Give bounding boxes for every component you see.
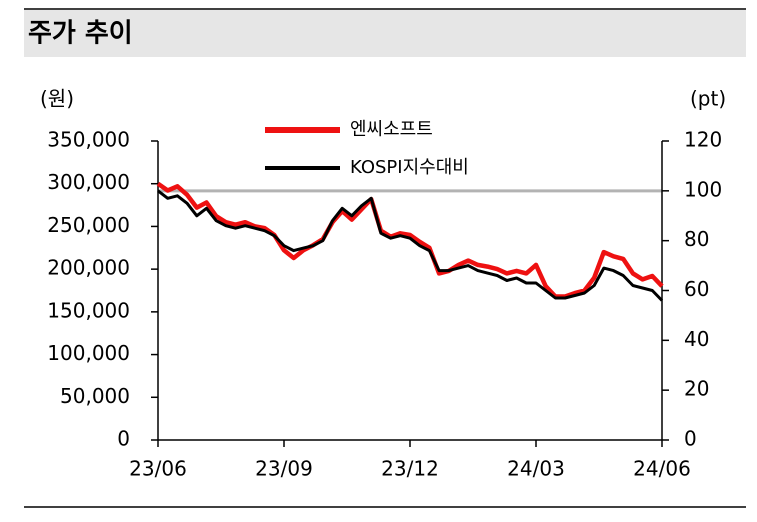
legend-label: KOSPI지수대비 <box>350 157 469 178</box>
y-tick-label: 250,000 <box>47 213 130 237</box>
y2-tick-label: 40 <box>684 327 709 351</box>
x-tick-label: 23/12 <box>381 457 439 481</box>
y-tick-label: 350,000 <box>47 128 130 152</box>
y-tick-label: 100,000 <box>47 341 130 365</box>
y2-tick-label: 120 <box>684 128 722 152</box>
series-line <box>157 189 664 302</box>
y-tick-label: 300,000 <box>47 170 130 194</box>
x-tick-label: 24/03 <box>507 457 565 481</box>
y2-tick-label: 60 <box>684 277 709 301</box>
chart-title: 주가 추이 <box>28 19 133 49</box>
y-tick-label: 200,000 <box>47 256 130 280</box>
y2-axis-label: (pt) <box>690 87 726 111</box>
y-tick-label: 0 <box>117 427 130 451</box>
y2-tick-label: 80 <box>684 227 709 251</box>
x-tick-label: 24/06 <box>633 457 691 481</box>
y-tick-label: 150,000 <box>47 298 130 322</box>
legend-label: 엔씨소프트 <box>350 119 433 140</box>
y2-tick-label: 20 <box>684 377 709 401</box>
y-axis-label: (원) <box>40 87 74 111</box>
x-tick-label: 23/09 <box>255 457 313 481</box>
series-line <box>156 181 664 299</box>
header-bar <box>24 10 746 57</box>
y-tick-label: 50,000 <box>60 384 130 408</box>
x-tick-label: 23/06 <box>129 457 187 481</box>
y2-tick-label: 100 <box>684 177 722 201</box>
y2-tick-label: 0 <box>684 427 697 451</box>
